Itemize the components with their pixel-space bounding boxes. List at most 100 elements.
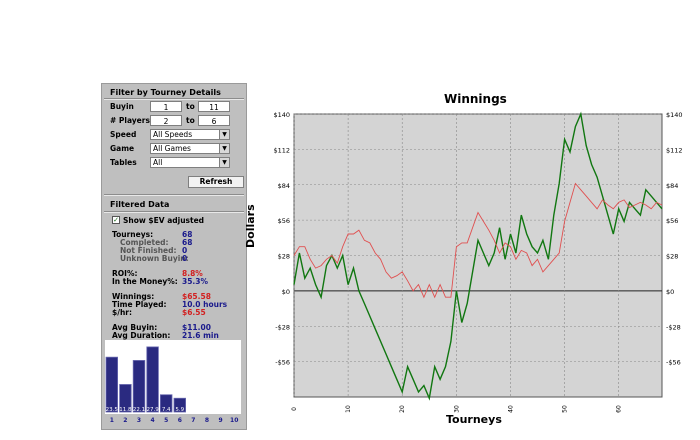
histogram-bar-label: 27.9 <box>146 407 159 413</box>
tables-select-value: All <box>153 158 163 167</box>
winnings-chart: $140 $140 $112 $112 $84 $84 $56 $56 $28 $28 $0 $0 -$… <box>273 111 683 413</box>
players-to-label: to <box>186 116 195 125</box>
avg-duration-value: 21.6 min <box>182 331 219 340</box>
x-tick-label: 0 <box>291 407 298 411</box>
tourneys-label: Tourneys: <box>112 230 154 239</box>
y-tick-label-left: $112 <box>273 146 290 154</box>
show-ev-checkbox[interactable]: ✓ <box>112 216 120 224</box>
not-finished-label: Not Finished: <box>120 246 177 255</box>
histogram-bar-label: 23.5 <box>106 407 119 413</box>
game-label: Game <box>110 144 135 153</box>
histogram-category-label: 7 <box>191 417 195 424</box>
speed-label: Speed <box>110 130 137 139</box>
winnings-series-line <box>293 111 663 401</box>
x-axis-label: Tourneys <box>446 413 502 426</box>
histogram-category-label: 4 <box>151 417 155 424</box>
x-tick-label: 10 <box>345 405 352 413</box>
buyin-to-label: to <box>186 102 195 111</box>
x-tick-label: 20 <box>399 405 406 413</box>
speed-select-value: All Speeds <box>153 130 193 139</box>
avg-buyin-label: Avg Buyin: <box>112 323 158 332</box>
histogram-bar-label: 11.8 <box>119 407 132 413</box>
players-label: # Players <box>110 116 150 125</box>
y-tick-label-right: -$56 <box>666 359 681 367</box>
x-tick-label: 50 <box>562 405 569 413</box>
x-tick-label: 30 <box>453 405 460 413</box>
divider <box>104 98 244 100</box>
y-tick-label-left: -$28 <box>275 323 290 331</box>
tables-select[interactable]: All ▼ <box>150 157 230 168</box>
ev-series-line <box>293 182 663 299</box>
chevron-down-icon[interactable]: ▼ <box>219 130 229 139</box>
winnings-label: Winnings: <box>112 292 155 301</box>
histogram-bar <box>173 397 187 413</box>
y-tick-label-left: $28 <box>278 253 290 261</box>
chevron-down-icon[interactable]: ▼ <box>219 144 229 153</box>
y-tick-label-right: $0 <box>666 288 674 296</box>
histogram-category-label: 10 <box>230 417 238 424</box>
y-tick-label-right: $28 <box>666 253 678 261</box>
unknown-buyin-label: Unknown Buyin: <box>120 254 189 263</box>
y-tick-label-right: $56 <box>666 217 678 225</box>
histogram-category-label: 8 <box>205 417 209 424</box>
roi-value: 8.8% <box>182 269 203 278</box>
game-select[interactable]: All Games ▼ <box>150 143 230 154</box>
divider <box>104 211 244 213</box>
histogram-category-label: 5 <box>164 417 168 424</box>
avg-duration-label: Avg Duration: <box>112 331 171 340</box>
x-tick-label: 60 <box>616 405 623 413</box>
time-played-label: Time Played: <box>112 300 167 309</box>
histogram-bar <box>105 356 119 413</box>
tourneys-value: 68 <box>182 230 193 239</box>
winnings-value: $65.58 <box>182 292 211 301</box>
game-select-value: All Games <box>153 144 191 153</box>
unknown-buyin-value: 0 <box>182 254 188 263</box>
histogram-bar-label: 7.4 <box>162 407 171 413</box>
speed-select[interactable]: All Speeds ▼ <box>150 129 230 140</box>
y-tick-label-left: $0 <box>282 288 290 296</box>
y-tick-label-left: -$56 <box>275 359 290 367</box>
players-from-input[interactable]: 2 <box>150 115 182 126</box>
refresh-button[interactable]: Refresh <box>188 176 244 188</box>
per-hour-value: $6.55 <box>182 308 206 317</box>
itm-label: In the Money%: <box>112 277 178 286</box>
itm-value: 35.3% <box>182 277 209 286</box>
buyin-from-input[interactable]: 1 <box>150 101 182 112</box>
y-tick-label-left: $84 <box>278 182 290 190</box>
tables-label: Tables <box>110 158 137 167</box>
time-played-value: 10.0 hours <box>182 300 228 309</box>
x-tick-label: 40 <box>507 405 514 413</box>
buyin-to-input[interactable]: 11 <box>198 101 230 112</box>
histogram-category-label: 9 <box>219 417 223 424</box>
histogram-bar <box>146 346 159 413</box>
histogram-bar <box>132 360 146 413</box>
y-tick-label-left: $140 <box>273 111 290 119</box>
chevron-down-icon[interactable]: ▼ <box>219 158 229 167</box>
completed-label: Completed: <box>120 238 169 247</box>
filtered-section-title: Filtered Data <box>110 200 170 209</box>
filter-panel: Filter by Tourney Details Buyin 1 to 11 … <box>101 83 247 430</box>
histogram-category-label: 2 <box>123 417 127 424</box>
show-ev-label: Show $EV adjusted <box>123 216 205 225</box>
histogram-bar-label: 5.9 <box>175 407 184 413</box>
filter-section-title: Filter by Tourney Details <box>110 88 221 97</box>
y-tick-label-right: -$28 <box>666 323 681 331</box>
histogram-category-label: 1 <box>110 417 114 424</box>
y-tick-label-right: $140 <box>666 111 683 119</box>
y-tick-label-right: $112 <box>666 146 683 154</box>
histogram-bar <box>160 394 173 413</box>
finish-position-histogram: 23.5 1 11.8 2 22.1 3 27.9 4 7.4 5 5.9 6 7 8 9 10 <box>105 340 241 424</box>
histogram-bar-label: 22.1 <box>133 407 145 413</box>
y-tick-label-right: $84 <box>666 182 678 190</box>
histogram-bar <box>119 384 132 413</box>
roi-label: ROI%: <box>112 269 138 278</box>
histogram-category-label: 6 <box>178 417 182 424</box>
buyin-label: Buyin <box>110 102 134 111</box>
divider <box>104 194 244 196</box>
histogram-category-label: 3 <box>137 417 141 424</box>
players-to-input[interactable]: 6 <box>198 115 230 126</box>
not-finished-value: 0 <box>182 246 188 255</box>
per-hour-label: $/hr: <box>112 308 132 317</box>
y-tick-label-left: $56 <box>278 217 290 225</box>
chart-title: Winnings <box>444 92 507 106</box>
